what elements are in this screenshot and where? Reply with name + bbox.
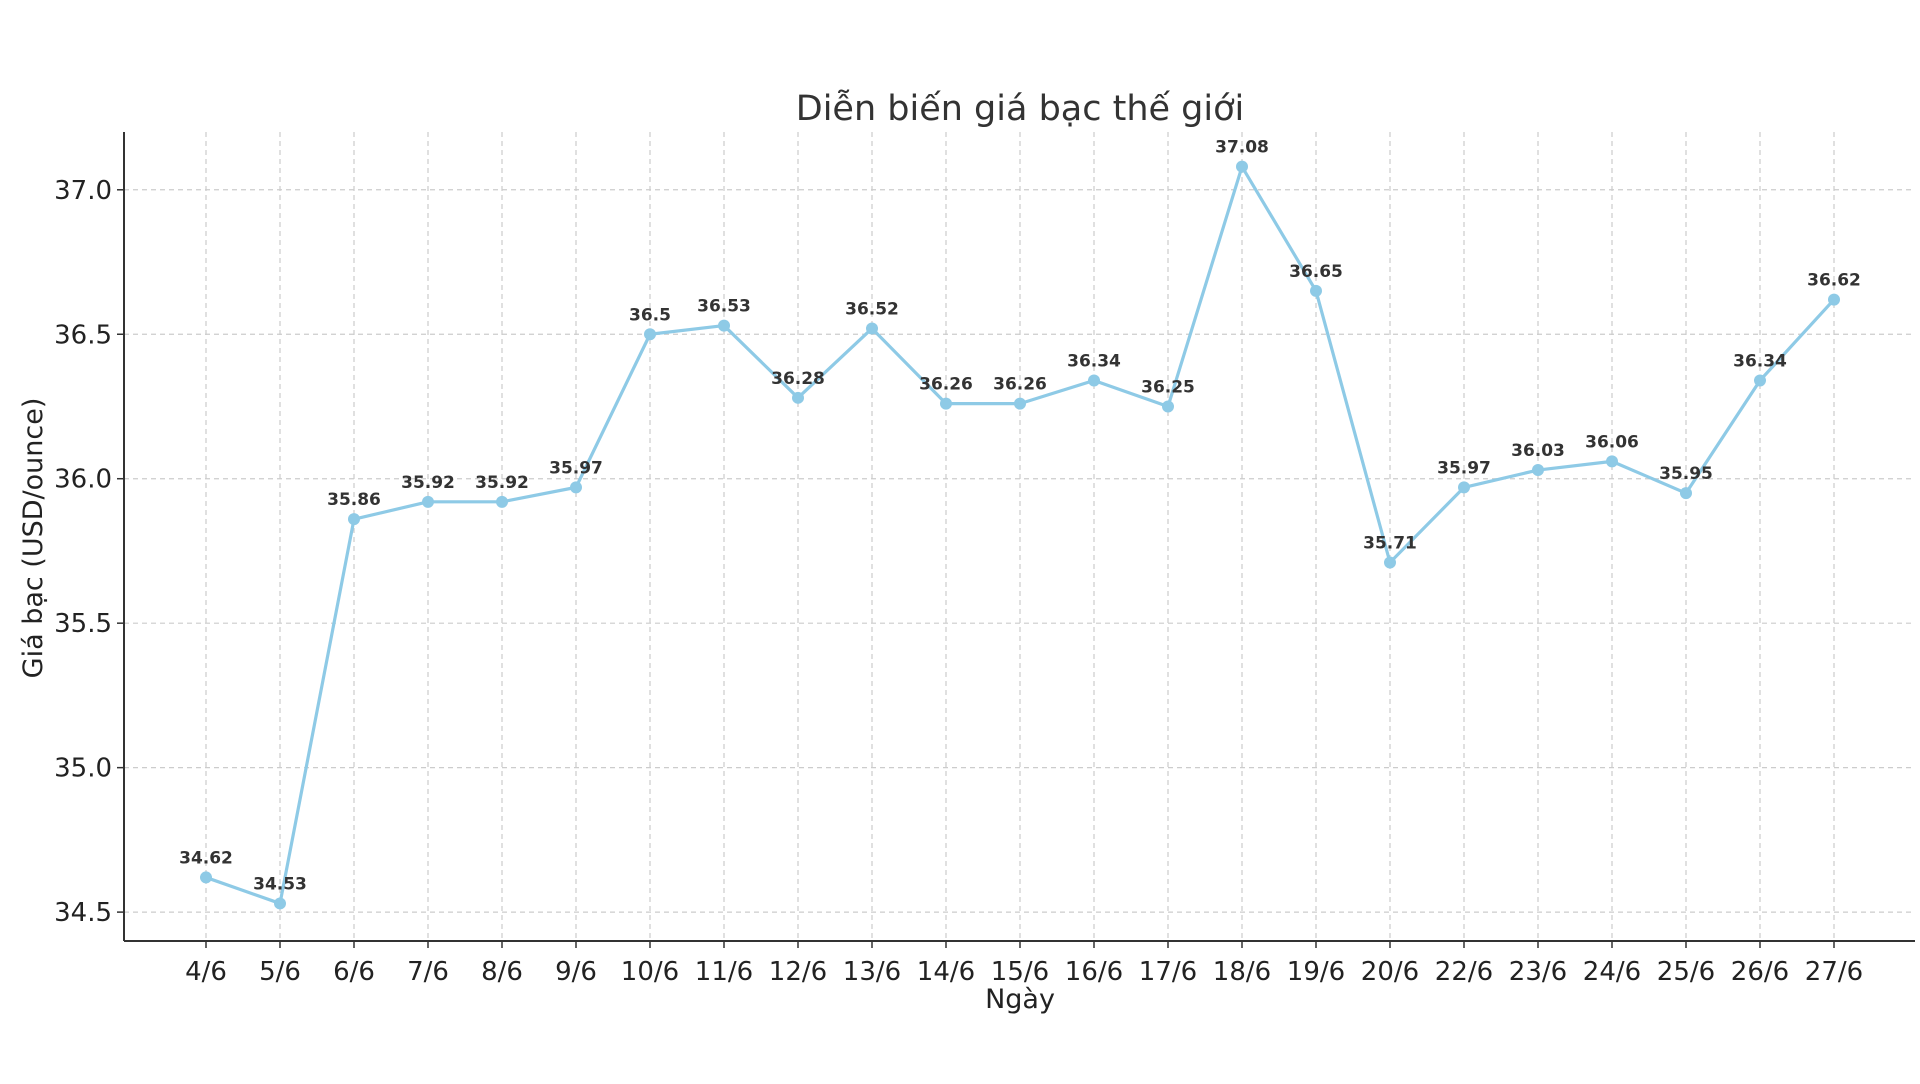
x-tick-label: 25/6: [1657, 957, 1715, 987]
data-point: [1014, 397, 1026, 410]
data-point: [200, 871, 212, 884]
data-label: 36.34: [1733, 351, 1787, 371]
data-point: [348, 513, 360, 526]
data-label: 36.06: [1585, 432, 1639, 452]
data-point: [1458, 481, 1470, 494]
x-tick-label: 18/6: [1213, 957, 1271, 987]
chart-title: Diễn biến giá bạc thế giới: [796, 88, 1245, 129]
y-tick-label: 36.0: [54, 465, 112, 495]
data-label: 36.52: [845, 299, 899, 319]
y-tick-label: 37.0: [54, 176, 112, 206]
data-point: [1828, 293, 1840, 306]
x-tick-label: 4/6: [185, 957, 227, 987]
x-tick-label: 12/6: [769, 957, 827, 987]
x-tick-label: 10/6: [621, 957, 679, 987]
data-point: [422, 495, 434, 508]
data-point: [1680, 487, 1692, 500]
data-point: [570, 481, 582, 494]
data-label: 36.25: [1141, 377, 1195, 397]
data-label: 35.92: [401, 473, 455, 493]
data-label: 36.53: [697, 297, 751, 317]
data-label: 35.71: [1363, 534, 1417, 554]
x-tick-label: 17/6: [1139, 957, 1197, 987]
x-tick-label: 11/6: [695, 957, 753, 987]
x-tick-label: 16/6: [1065, 957, 1123, 987]
data-label: 35.95: [1659, 464, 1713, 484]
data-points: [200, 160, 1840, 910]
data-label: 35.97: [549, 458, 603, 478]
x-tick-label: 9/6: [555, 957, 597, 987]
data-point: [274, 897, 286, 910]
data-label: 35.92: [475, 473, 529, 493]
data-point: [1532, 464, 1544, 477]
x-tick-label: 15/6: [991, 957, 1049, 987]
data-label: 36.26: [919, 375, 973, 395]
data-point: [1162, 400, 1174, 413]
data-point: [1236, 160, 1248, 173]
x-tick-label: 20/6: [1361, 957, 1419, 987]
x-tick-label: 8/6: [481, 957, 523, 987]
y-axis-title: Giá bạc (USD/ounce): [18, 398, 49, 679]
x-tick-label: 23/6: [1509, 957, 1567, 987]
data-point: [1310, 284, 1322, 297]
data-label: 36.03: [1511, 441, 1565, 461]
data-point: [1088, 374, 1100, 387]
y-tick-label: 35.5: [54, 609, 112, 639]
data-label: 36.26: [993, 375, 1047, 395]
x-tick-label: 22/6: [1435, 957, 1493, 987]
data-point: [792, 391, 804, 404]
x-tick-label: 13/6: [843, 957, 901, 987]
data-label: 34.62: [179, 848, 233, 868]
x-tick-label: 26/6: [1731, 957, 1789, 987]
data-label: 36.28: [771, 369, 825, 389]
x-tick-label: 5/6: [259, 957, 301, 987]
data-label: 36.62: [1807, 271, 1861, 291]
y-tick-label: 36.5: [54, 320, 112, 350]
x-tick-label: 27/6: [1805, 957, 1863, 987]
y-tick-labels: 34.5 35.0 35.5 36.0 36.5 37.0: [54, 176, 112, 928]
data-label: 36.65: [1289, 262, 1343, 282]
x-tick-label: 24/6: [1583, 957, 1641, 987]
data-label: 35.97: [1437, 458, 1491, 478]
data-point: [1606, 455, 1618, 468]
x-tick-label: 6/6: [333, 957, 375, 987]
y-tick-label: 34.5: [54, 898, 112, 928]
x-tick-label: 19/6: [1287, 957, 1345, 987]
y-tick-label: 35.0: [54, 754, 112, 784]
x-tick-label: 14/6: [917, 957, 975, 987]
data-label: 36.34: [1067, 351, 1121, 371]
data-labels: 34.62 34.53 35.86 35.92 35.92 35.97 36.5 36.53 3…: [179, 138, 1861, 895]
data-label: 34.53: [253, 874, 307, 894]
data-point: [1754, 374, 1766, 387]
x-tick-label: 7/6: [407, 957, 449, 987]
axes: [117, 132, 1915, 948]
data-point: [1384, 556, 1396, 569]
data-point: [496, 495, 508, 508]
x-axis-title: Ngày: [985, 984, 1055, 1015]
grid: [124, 132, 1915, 941]
data-point: [940, 397, 952, 410]
data-point: [866, 322, 878, 335]
data-label: 36.5: [629, 305, 671, 325]
data-label: 37.08: [1215, 138, 1269, 158]
x-tick-labels: 4/6 5/6 6/6 7/6 8/6 9/6 10/6 11/6 12/6 13/6 14/6 15…: [185, 957, 1863, 987]
data-point: [644, 328, 656, 341]
data-label: 35.86: [327, 490, 381, 510]
data-point: [718, 319, 730, 332]
